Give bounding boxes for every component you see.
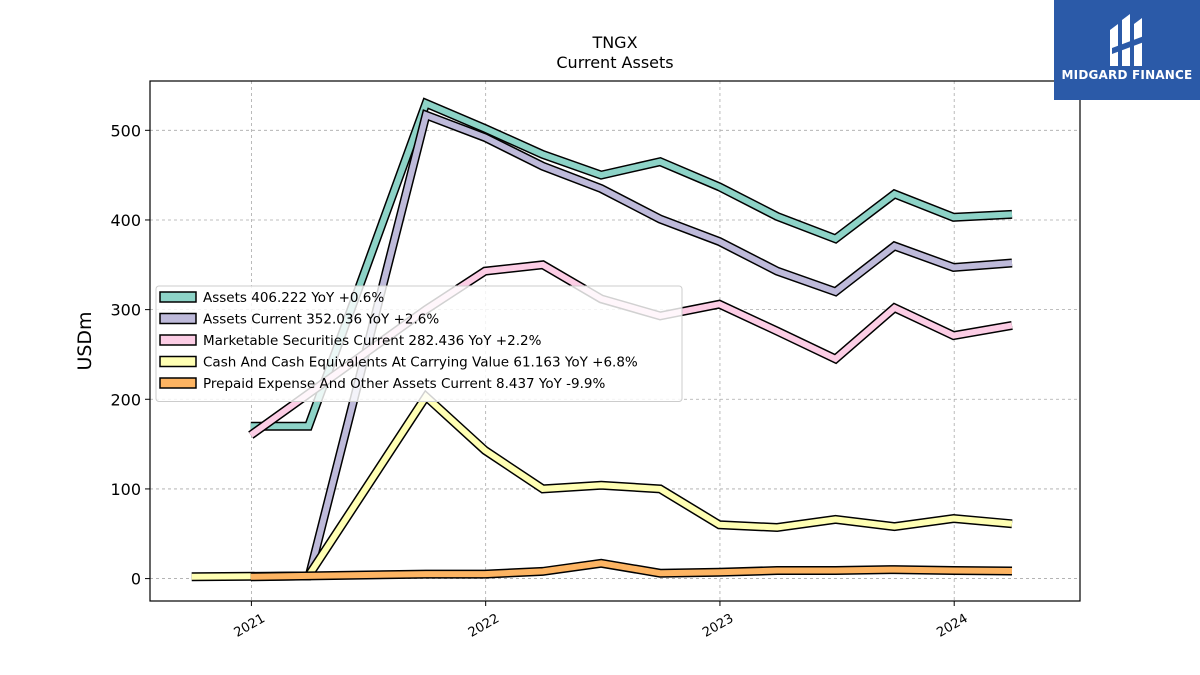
y-tick-label: 200 [110,390,141,409]
x-tick-label: 2023 [700,611,736,641]
brand-name: MIDGARD FINANCE [1061,68,1193,82]
legend-entry: Cash And Cash Equivalents At Carrying Va… [203,355,638,371]
plot-frame [149,80,1081,602]
series-4 [250,558,1013,582]
y-tick-label: 0 [131,570,141,589]
legend-entry: Marketable Securities Current 282.436 Yo… [203,333,542,349]
x-tick-label: 2022 [466,611,502,641]
series-layer [191,97,1013,582]
series-line [305,111,1013,580]
series-2 [248,260,1013,439]
series-line [249,261,1013,438]
x-tick-label: 2021 [232,611,268,641]
series-line [250,560,1013,580]
y-tick-label: 100 [110,480,141,499]
legend-swatch [159,312,197,325]
series-1 [304,109,1013,580]
series-line [250,99,1013,430]
legend-box [155,285,683,402]
legend-entry: Prepaid Expense And Other Assets Current… [203,376,606,392]
legend-swatch [159,291,197,303]
y-tick-label: 300 [110,301,141,320]
legend-swatch [159,355,197,368]
legend-swatch [159,377,197,389]
legend-swatch [159,334,197,346]
logo-mark-icon [1110,14,1144,66]
y-tick-label: 500 [110,121,141,140]
brand-logo: MIDGARD FINANCE [1054,0,1200,100]
chart-title: TNGX [591,33,637,52]
legend-entry: Assets Current 352.036 YoY +2.6% [203,312,439,328]
legend-entry: Assets 406.222 YoY +0.6% [203,290,384,306]
chart-subtitle: Current Assets [556,53,673,72]
x-tick-label: 2024 [934,611,970,641]
y-axis-label: USDm [74,311,96,370]
series-0 [250,97,1013,431]
legend: Assets 406.222 YoY +0.6% Assets Current 3… [155,285,683,402]
y-tick-label: 400 [110,211,141,230]
